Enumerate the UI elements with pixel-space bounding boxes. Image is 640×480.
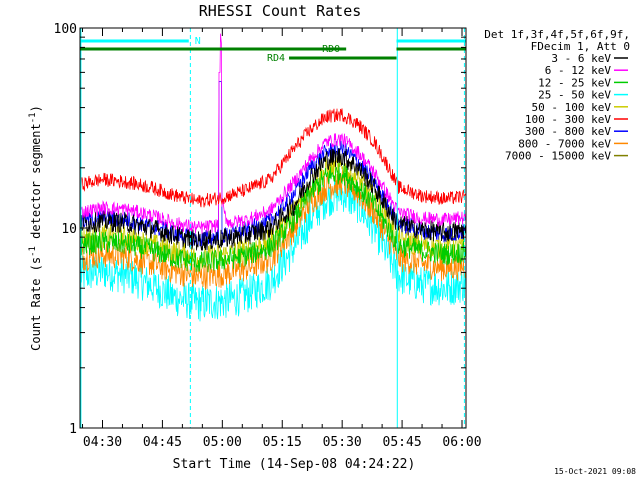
state-bar-label: RD0 — [322, 44, 340, 55]
series-line — [80, 148, 466, 251]
x-tick-label: 06:00 — [442, 435, 481, 450]
attenuator-bar-label: N — [195, 36, 201, 47]
x-tick-label: 04:30 — [83, 435, 122, 450]
series-line — [80, 108, 466, 208]
legend-entry-label: 50 - 100 keV — [532, 101, 612, 114]
y-tick-label: 10 — [61, 222, 77, 237]
legend-entry-label: 7000 - 15000 keV — [505, 150, 611, 163]
legend: Det 1f,3f,4f,5f,6f,9f, FDecim 1, Att 0 3… — [484, 28, 630, 163]
legend-entry-label: 12 - 25 keV — [538, 76, 611, 89]
x-tick-label: 04:45 — [143, 435, 182, 450]
legend-entry-label: 100 - 300 keV — [525, 113, 611, 126]
y-tick-label: 100 — [54, 22, 77, 37]
legend-entry-label: 800 - 7000 keV — [518, 137, 611, 150]
x-axis-label: Start Time (14-Sep-08 04:24:22) — [173, 457, 416, 472]
legend-header-decim: FDecim 1, Att 0 — [531, 40, 630, 53]
series-line — [80, 33, 466, 234]
legend-entry-label: 3 - 6 keV — [551, 52, 611, 65]
legend-entry-label: 300 - 800 keV — [525, 125, 611, 138]
x-tick-label: 05:00 — [203, 435, 242, 450]
series-line — [80, 177, 466, 322]
series-line — [80, 162, 466, 273]
x-tick-label: 05:45 — [383, 435, 422, 450]
legend-header-detectors: Det 1f,3f,4f,5f,6f,9f, — [484, 28, 630, 41]
legend-entry-label: 6 - 12 keV — [545, 64, 612, 77]
legend-entry-label: 25 - 50 keV — [538, 89, 611, 102]
y-axis-label: Count Rate (s-1 detector segment-1) — [28, 105, 43, 351]
state-bar-label: RD4 — [267, 53, 285, 64]
x-tick-label: 05:15 — [263, 435, 302, 450]
chart-title: RHESSI Count Rates — [199, 2, 362, 20]
svg-text:Count Rate (s-1 detector segme: Count Rate (s-1 detector segment-1) — [28, 105, 43, 351]
footer-date: 15-Oct-2021 09:08 — [554, 467, 636, 476]
x-tick-label: 05:30 — [323, 435, 362, 450]
y-tick-label: 1 — [69, 422, 77, 437]
